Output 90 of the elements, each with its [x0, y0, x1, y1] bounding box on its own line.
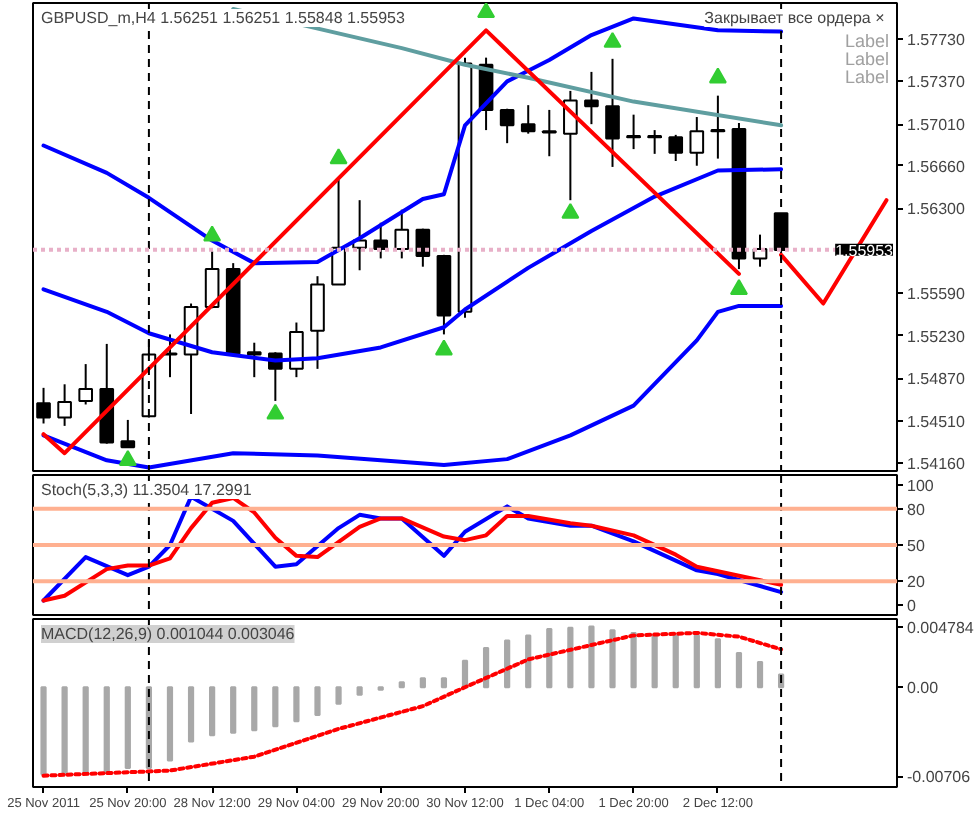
bar — [735, 652, 743, 689]
candlestick — [331, 178, 346, 286]
y-tick-label: 1.54160 — [907, 454, 966, 473]
y-tick-label: 100 — [907, 476, 935, 495]
candlestick — [710, 94, 726, 160]
bar — [567, 626, 574, 689]
candlestick — [668, 133, 684, 162]
bar — [756, 660, 764, 689]
candlestick — [541, 108, 557, 158]
bar — [630, 631, 637, 689]
chart-title: Stoch(5,3,3) 11.3504 17.2991 — [41, 481, 253, 499]
y-tick-label: 0.00 — [907, 679, 940, 698]
candlestick — [373, 221, 389, 260]
bar — [40, 686, 47, 776]
candlestick — [310, 275, 325, 370]
candlestick — [162, 333, 178, 379]
y-tick-label: 1.54510 — [907, 413, 966, 432]
point — [329, 148, 348, 165]
y-tick-label: 1.55230 — [907, 327, 966, 346]
bar — [314, 686, 321, 716]
bar — [546, 628, 553, 689]
annotation: Label — [844, 31, 890, 51]
chart-title: GBPUSD_m,H4 1.56251 1.56251 1.55848 1.55953 — [41, 9, 406, 27]
candlestick — [246, 341, 262, 379]
bar — [440, 677, 448, 689]
point — [266, 403, 285, 420]
y-tick-label: 1.57730 — [907, 30, 966, 49]
bar — [714, 638, 721, 689]
bar — [230, 686, 237, 734]
chart-title: MACD(12,26,9) 0.001044 0.003046 — [41, 625, 296, 643]
point — [729, 279, 748, 295]
bar — [525, 634, 532, 689]
bar — [209, 686, 216, 737]
candlestick — [647, 129, 662, 155]
point — [203, 225, 222, 242]
y-tick-label: 20 — [907, 573, 926, 592]
point — [434, 339, 453, 356]
bar — [61, 686, 68, 776]
bar — [251, 686, 258, 732]
point — [477, 3, 496, 19]
bar — [187, 686, 195, 743]
bar — [356, 686, 363, 696]
bar — [419, 677, 426, 689]
y-tick-label: 0 — [907, 597, 917, 616]
candlestick — [120, 418, 136, 449]
candlestick — [689, 116, 705, 167]
bar — [651, 634, 658, 689]
bar — [504, 639, 511, 689]
y-tick-label: 1.57370 — [907, 73, 966, 92]
y-tick-label: 1.56660 — [907, 157, 966, 176]
y-tick-label: 0.004784 — [907, 618, 975, 637]
candlestick — [499, 107, 515, 145]
candlestick — [289, 321, 304, 379]
point — [118, 450, 137, 466]
y-tick-label: -0.00706 — [907, 768, 972, 787]
point — [708, 67, 727, 84]
y-tick-label: 1.55590 — [907, 284, 966, 303]
ref-line-label: 1.55953 — [835, 241, 895, 260]
bar — [335, 686, 342, 705]
bar — [166, 686, 174, 762]
bar — [398, 681, 405, 689]
bar — [588, 625, 595, 689]
bar — [609, 629, 616, 689]
candlestick — [78, 363, 93, 406]
y-tick-label: 1.57010 — [907, 116, 966, 135]
bar — [103, 686, 110, 775]
line-series — [41, 303, 784, 470]
candlestick — [605, 57, 620, 168]
candlestick — [57, 383, 72, 427]
candlestick — [394, 208, 410, 260]
bar — [672, 634, 679, 689]
annotation: Label — [844, 49, 890, 69]
line-series — [41, 28, 741, 456]
annotation: Закрывает все ордера × — [704, 9, 886, 27]
y-tick-label: 80 — [907, 500, 926, 519]
point — [603, 31, 622, 48]
point — [561, 203, 580, 219]
annotation: Label — [844, 67, 890, 87]
candlestick — [520, 104, 536, 135]
bar — [124, 686, 131, 770]
bar — [82, 686, 89, 776]
y-tick-label: 50 — [907, 537, 926, 555]
y-tick-label: 1.56300 — [907, 200, 966, 219]
candlestick — [626, 113, 641, 151]
bar — [272, 686, 279, 728]
y-tick-label: 1.54870 — [907, 370, 966, 389]
candlestick — [584, 70, 599, 126]
line-series — [41, 630, 784, 778]
bar — [693, 634, 700, 689]
bar — [293, 686, 300, 723]
